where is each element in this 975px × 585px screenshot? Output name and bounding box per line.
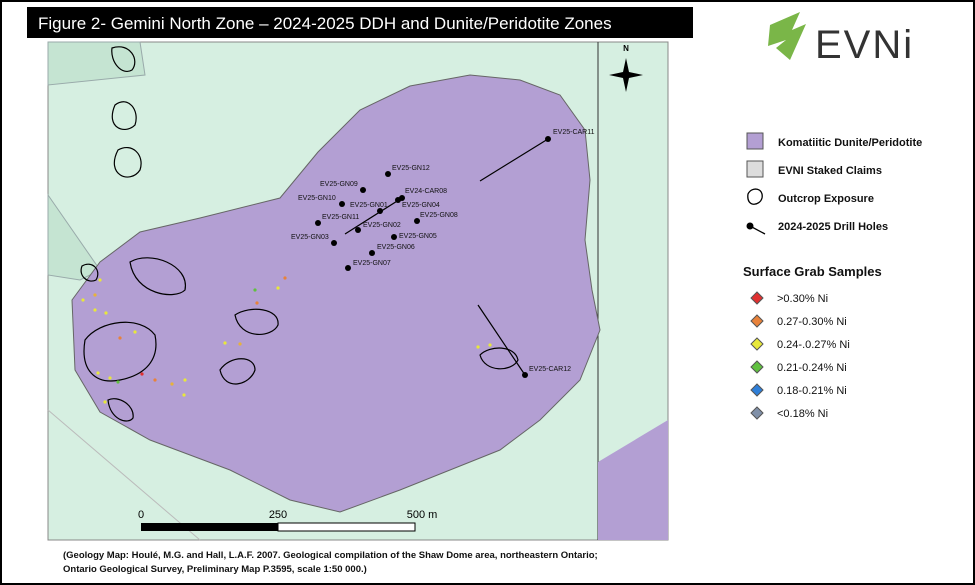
north-label: N (623, 44, 629, 53)
drill-label: EV25-CAR11 (553, 129, 595, 136)
logo: EVNi (768, 12, 914, 67)
drill-label: EV24-CAR08 (405, 188, 447, 195)
drill-label: EV25-GN03 (291, 234, 329, 241)
legend-label: Outcrop Exposure (778, 193, 874, 205)
claim (47, 193, 101, 281)
sample-label: 0.27-0.30% Ni (777, 316, 847, 328)
north-arrow: N (609, 44, 643, 92)
legend: Komatiitic Dunite/Peridotite EVNI Staked… (743, 132, 922, 420)
scale-label: 250 (269, 509, 287, 521)
scale-bar: 0 250 500 m (138, 509, 438, 532)
sample-label: >0.30% Ni (777, 293, 828, 305)
dunite-zone (71, 74, 601, 513)
drill-label: EV25-GN08 (420, 212, 458, 219)
title-box (27, 7, 693, 38)
drill-label: EV25-GN05 (399, 233, 437, 240)
sample-label: 0.21-0.24% Ni (777, 362, 847, 374)
drill-label: EV25-GN02 (363, 222, 401, 229)
logo-text: EVNi (815, 23, 914, 67)
legend-label: 2024-2025 Drill Holes (778, 221, 888, 233)
claim-line (47, 409, 201, 541)
drill-label: EV25-GN11 (322, 214, 359, 221)
scale-label: 500 m (407, 509, 438, 521)
sample-label: <0.18% Ni (777, 408, 828, 420)
drill-label: EV25-GN07 (353, 260, 391, 267)
outcrops (80, 46, 519, 422)
legend-label: Komatiitic Dunite/Peridotite (778, 137, 922, 149)
citation: Ontario Geological Survey, Preliminary M… (63, 564, 367, 575)
drill-label: EV25-GN01 (350, 202, 388, 209)
sample-label: 0.24-.0.27% Ni (777, 339, 850, 351)
drill-traces (344, 138, 549, 376)
map: EV25-CAR11 EV25-GN12 EV25-GN09 EV24-CAR0… (47, 41, 669, 541)
drill-label: EV25-GN09 (320, 181, 358, 188)
samples (81, 276, 492, 404)
drill-label: EV25-CAR12 (529, 366, 571, 373)
sample-label: 0.18-0.21% Ni (777, 385, 847, 397)
claim (47, 41, 146, 86)
drill-label: EV25-GN04 (402, 202, 440, 209)
legend-label: EVNI Staked Claims (778, 165, 882, 177)
drill-collars (315, 136, 551, 378)
drill-label: EV25-GN10 (298, 195, 336, 202)
title: Figure 2- Gemini North Zone – 2024-2025 … (38, 14, 612, 33)
citation: (Geology Map: Houlé, M.G. and Hall, L.A.… (63, 550, 598, 561)
drill-label: EV25-GN12 (392, 165, 430, 172)
scale-label: 0 (138, 509, 144, 521)
drill-label: EV25-GN06 (377, 244, 415, 251)
dunite-zone (598, 420, 668, 540)
samples-title: Surface Grab Samples (743, 264, 882, 279)
